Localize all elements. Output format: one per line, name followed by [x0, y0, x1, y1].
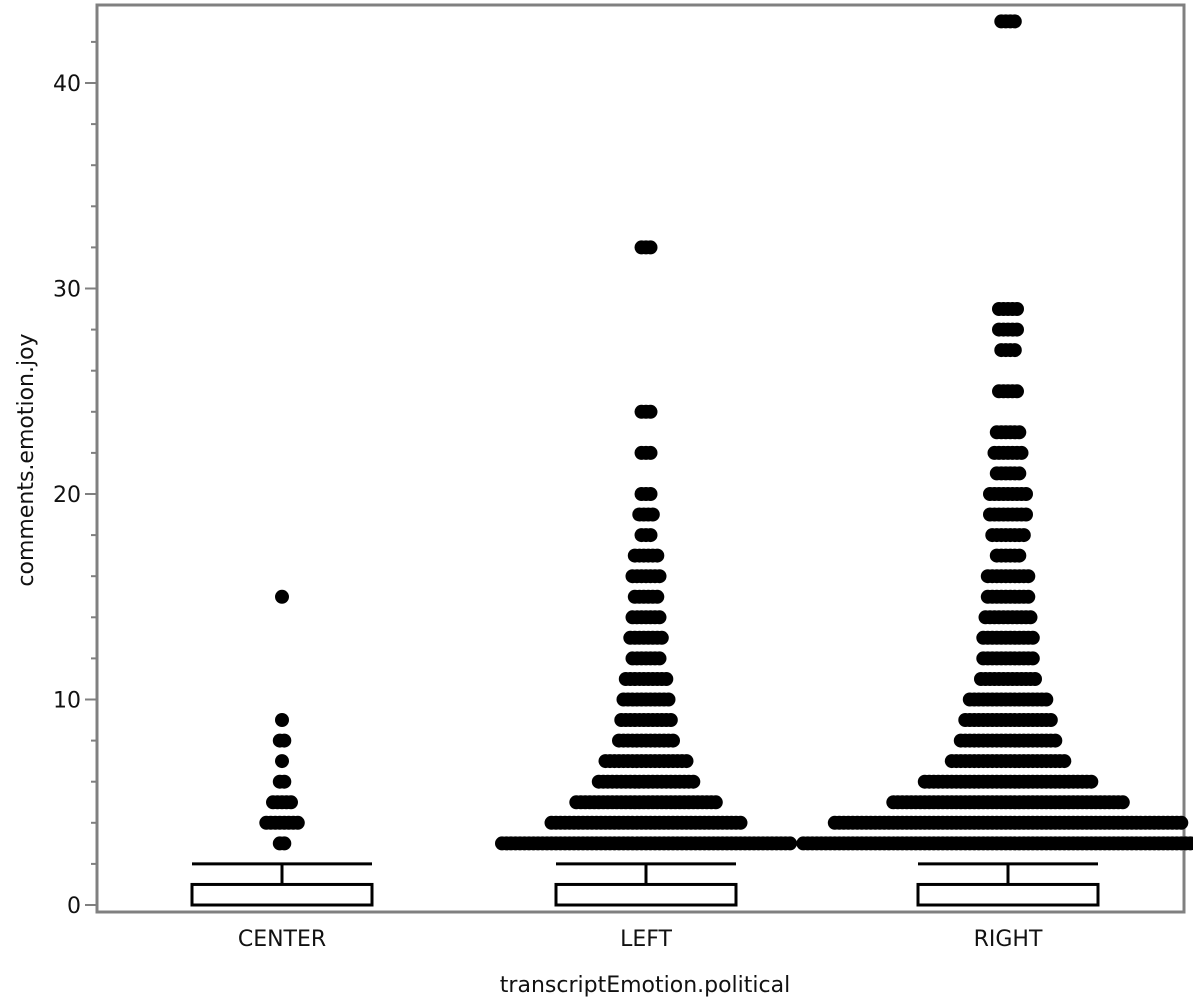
- outlier-point: [1048, 733, 1063, 748]
- outlier-point: [708, 795, 723, 810]
- outlier-point: [1057, 754, 1072, 769]
- outlier-point: [1115, 795, 1130, 810]
- plot-border: [95, 3, 1186, 914]
- outlier-point: [277, 836, 292, 851]
- outliers-center: [259, 589, 305, 851]
- outlier-point: [1016, 528, 1031, 543]
- outlier-point: [652, 610, 667, 625]
- box-iqr: [554, 882, 738, 907]
- outlier-point: [654, 630, 669, 645]
- outlier-point: [1025, 651, 1040, 666]
- y-axis-title: comments.emotion.joy: [14, 333, 39, 586]
- x-axis-title: transcriptEmotion.political: [500, 973, 790, 998]
- outlier-point: [643, 445, 658, 460]
- outlier-point: [1019, 507, 1033, 522]
- outlier-point: [663, 713, 678, 727]
- outliers-left: [495, 240, 797, 851]
- outlier-point: [652, 651, 667, 666]
- outlier-point: [290, 815, 305, 830]
- outlier-point: [643, 487, 658, 501]
- outlier-point: [275, 713, 289, 727]
- outlier-point: [1010, 322, 1024, 337]
- box-left: [554, 862, 738, 907]
- y-tick-label: 10: [53, 689, 81, 714]
- outlier-point: [1021, 589, 1036, 604]
- outlier-point: [1174, 815, 1189, 830]
- box-layer: [190, 862, 1100, 907]
- outlier-point: [1012, 425, 1027, 440]
- y-tick-label: 20: [53, 483, 81, 508]
- outlier-point: [275, 589, 289, 604]
- y-tick-label: 40: [53, 72, 81, 97]
- outlier-point: [1010, 384, 1024, 399]
- plot-frame: [95, 3, 1186, 914]
- x-tick-label-left: LEFT: [620, 927, 672, 952]
- outlier-point: [1187, 836, 1193, 851]
- outlier-point: [659, 672, 674, 686]
- outlier-point: [1025, 630, 1040, 645]
- outlier-point: [686, 774, 701, 789]
- outliers-right: [796, 14, 1193, 851]
- y-axis: 0 10 20 30 40: [53, 40, 97, 919]
- outlier-point: [1019, 487, 1033, 501]
- outlier-point: [1028, 672, 1042, 686]
- y-tick-label: 0: [67, 894, 81, 919]
- outlier-point: [1021, 569, 1036, 584]
- outlier-point: [277, 774, 292, 789]
- outlier-point: [1012, 466, 1027, 481]
- outlier-point: [666, 733, 680, 748]
- outlier-point: [652, 569, 667, 584]
- outlier-point: [645, 507, 660, 522]
- outlier-point: [661, 692, 676, 707]
- outlier-point: [643, 240, 658, 255]
- outlier-point: [1014, 445, 1029, 460]
- box-center: [190, 862, 374, 907]
- outlier-point: [733, 815, 748, 830]
- box-right: [916, 862, 1100, 907]
- outlier-point: [1007, 343, 1022, 358]
- outlier-point: [643, 404, 658, 419]
- outlier-point: [783, 836, 797, 851]
- x-tick-label-right: RIGHT: [974, 927, 1043, 952]
- outlier-point: [679, 754, 694, 769]
- outlier-point: [1084, 774, 1099, 789]
- outlier-point: [284, 795, 298, 810]
- outlier-point: [1043, 713, 1058, 727]
- outlier-point: [650, 589, 665, 604]
- outlier-point: [1039, 692, 1054, 707]
- x-axis: CENTER LEFT RIGHT: [238, 927, 1043, 952]
- y-tick-label: 30: [53, 278, 81, 303]
- outlier-point: [1023, 610, 1038, 625]
- box-iqr: [916, 882, 1100, 907]
- outlier-point: [1010, 302, 1024, 316]
- outlier-point: [277, 733, 292, 748]
- outlier-point: [643, 528, 658, 543]
- outlier-point: [1012, 548, 1027, 563]
- outlier-point: [1007, 14, 1022, 29]
- box-iqr: [190, 882, 374, 907]
- outlier-layer: [259, 14, 1193, 851]
- x-tick-label-center: CENTER: [238, 927, 326, 952]
- outlier-point: [275, 754, 289, 769]
- outlier-point: [650, 548, 665, 563]
